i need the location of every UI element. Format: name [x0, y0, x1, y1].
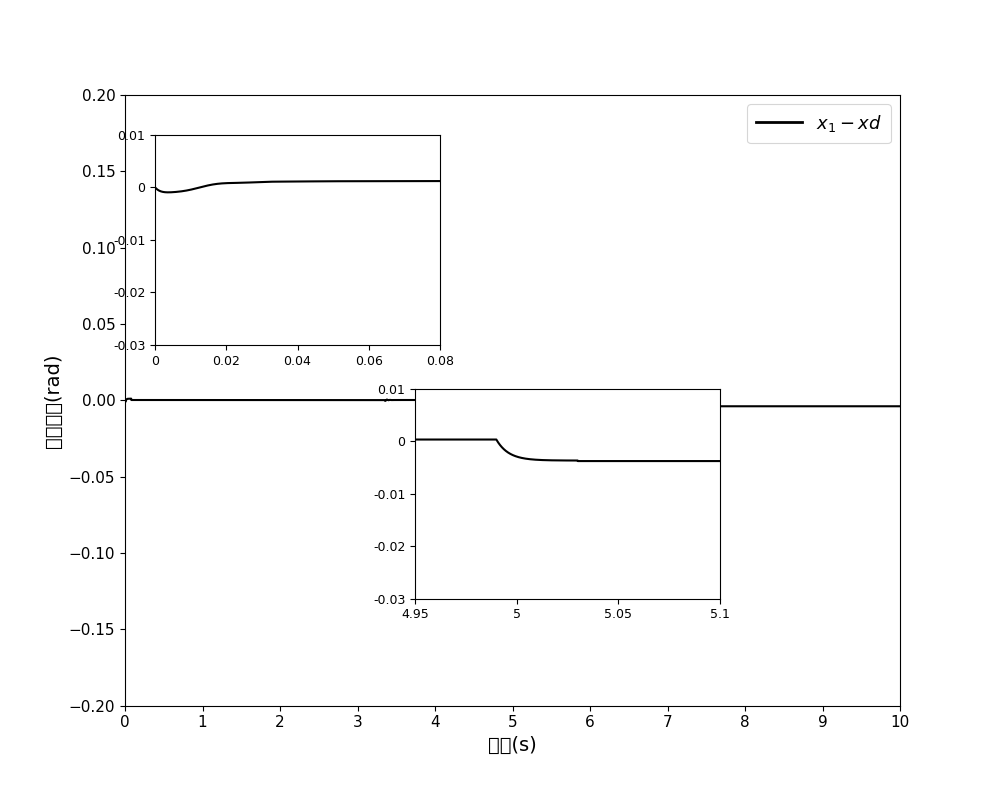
X-axis label: 时间(s): 时间(s) — [488, 736, 537, 755]
Legend: $x_1 - xd$: $x_1 - xd$ — [747, 104, 891, 144]
Y-axis label: 跟踪误差(rad): 跟踪误差(rad) — [44, 353, 63, 448]
